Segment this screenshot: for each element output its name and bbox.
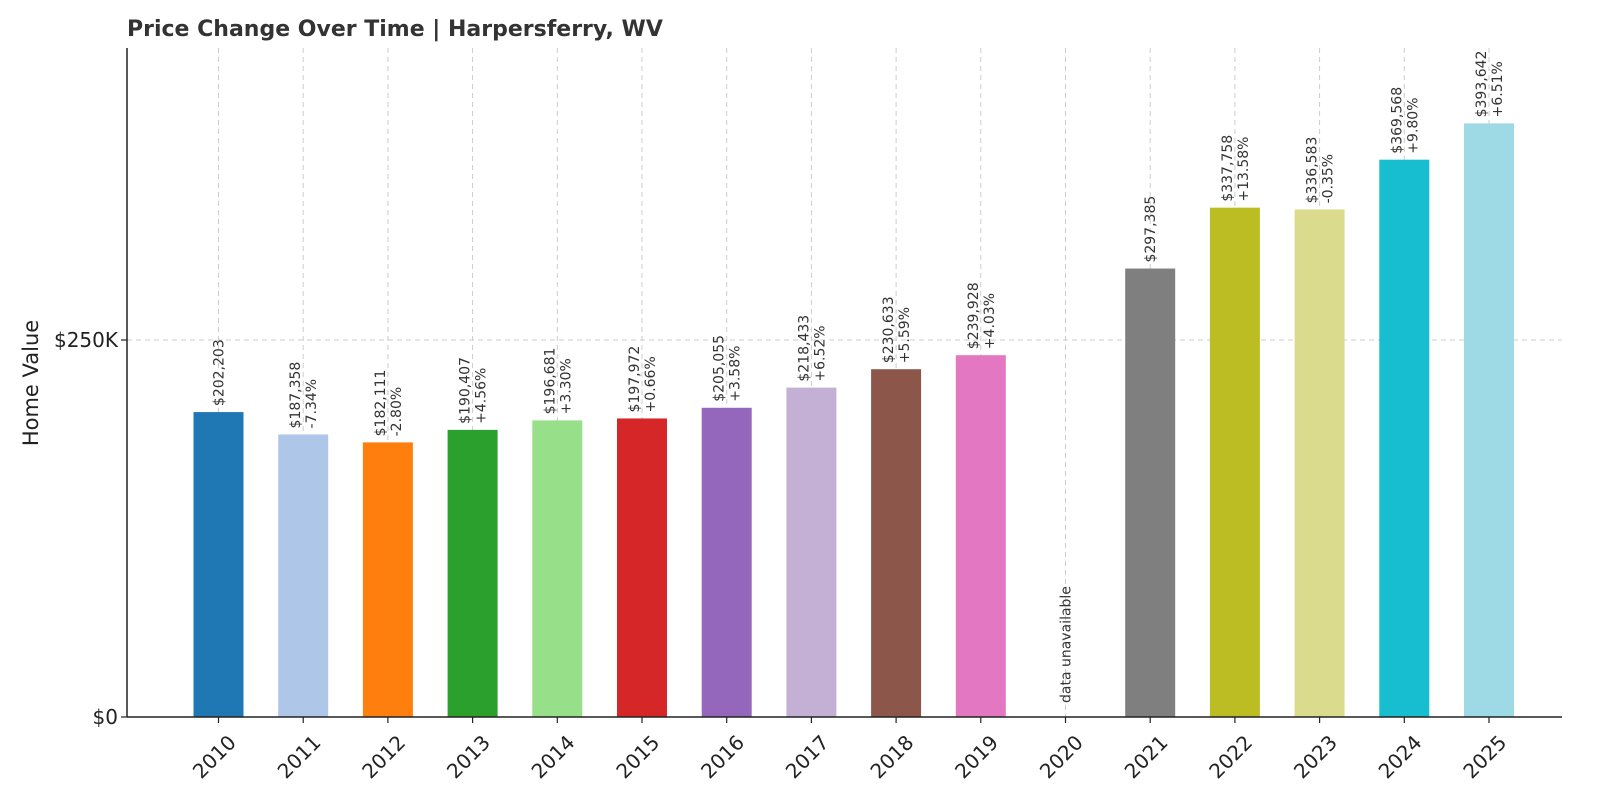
x-tick-label-2021: 2021 (1120, 730, 1173, 783)
x-tick-label-2014: 2014 (527, 730, 580, 783)
value-label-2022: $337,758 (1220, 135, 1236, 202)
bar-2021 (1125, 268, 1176, 717)
bar-2019 (955, 355, 1006, 717)
change-label-2019: +4.03% (982, 293, 998, 349)
change-label-2012: -2.80% (389, 387, 405, 437)
bar-2015 (617, 418, 667, 717)
change-label-2022: +13.58% (1236, 137, 1252, 202)
change-label-2023: -0.35% (1321, 154, 1337, 204)
value-label-2014: $196,681 (542, 348, 558, 415)
chart-title: Price Change Over Time | Harpersferry, W… (127, 17, 663, 42)
value-label-2025: $393,642 (1474, 51, 1490, 118)
value-label-2010: $202,203 (212, 339, 228, 406)
x-tick-label-2024: 2024 (1374, 730, 1427, 783)
value-label-2021: $297,385 (1143, 196, 1159, 263)
change-label-2024: +9.80% (1405, 97, 1421, 153)
missing-data-label: data unavailable (1059, 586, 1075, 703)
value-label-2019: $239,928 (966, 282, 982, 349)
grid-layer (127, 48, 1562, 717)
x-tick-label-2020: 2020 (1035, 730, 1088, 783)
x-tick-label-2023: 2023 (1289, 730, 1342, 783)
bar-2023 (1294, 209, 1345, 717)
value-label-2024: $369,568 (1389, 87, 1405, 154)
x-tick-label-2015: 2015 (611, 730, 664, 783)
x-tick-label-2011: 2011 (273, 730, 326, 783)
labels-layer: $202,203 $187,358 -7.34% $182,111 -2.80% $190… (212, 51, 1507, 703)
bar-2016 (701, 407, 752, 717)
value-label-2018: $230,633 (881, 296, 897, 363)
x-tick-label-2010: 2010 (188, 730, 241, 783)
y-axis-label: Home Value (19, 320, 43, 446)
change-label-2011: -7.34% (304, 379, 320, 429)
y-tick-label: $250K (54, 328, 119, 352)
value-label-2013: $190,407 (458, 357, 474, 424)
change-label-2013: +4.56% (474, 368, 490, 424)
value-label-2017: $218,433 (796, 315, 812, 382)
value-label-2023: $336,583 (1305, 137, 1321, 204)
bar-2025 (1464, 123, 1514, 717)
bar-2024 (1379, 159, 1430, 717)
x-ticks: 2010 2011 2012 2013 2014 2015 2016 2017 2018 2019… (188, 717, 1511, 783)
x-tick-label-2019: 2019 (950, 730, 1003, 783)
change-label-2015: +0.66% (643, 356, 659, 412)
change-label-2017: +6.52% (812, 325, 828, 381)
x-tick-label-2016: 2016 (696, 730, 749, 783)
x-tick-label-2013: 2013 (442, 730, 495, 783)
x-tick-label-2012: 2012 (357, 730, 410, 783)
bars-layer (193, 123, 1514, 717)
bar-2017 (786, 387, 837, 717)
x-tick-label-2018: 2018 (865, 730, 918, 783)
bar-2014 (532, 420, 583, 717)
value-label-2015: $197,972 (627, 346, 643, 413)
change-label-2014: +3.30% (558, 358, 574, 414)
bar-2012 (362, 442, 413, 717)
value-label-2016: $205,055 (712, 335, 728, 402)
x-tick-label-2025: 2025 (1458, 730, 1511, 783)
bar-2013 (447, 429, 498, 717)
change-label-2018: +5.59% (897, 307, 913, 363)
change-label-2025: +6.51% (1490, 61, 1506, 117)
bar-2018 (871, 369, 922, 717)
value-label-2011: $187,358 (288, 362, 304, 429)
bar-2022 (1209, 207, 1260, 717)
bar-2011 (278, 434, 329, 717)
y-tick-label: $0 (93, 705, 118, 729)
x-tick-label-2022: 2022 (1204, 730, 1257, 783)
value-label-2012: $182,111 (373, 370, 389, 437)
x-tick-label-2017: 2017 (781, 730, 834, 783)
change-label-2016: +3.58% (728, 346, 744, 402)
bar-2010 (193, 412, 244, 717)
y-ticks: $0 $250K (54, 328, 127, 729)
